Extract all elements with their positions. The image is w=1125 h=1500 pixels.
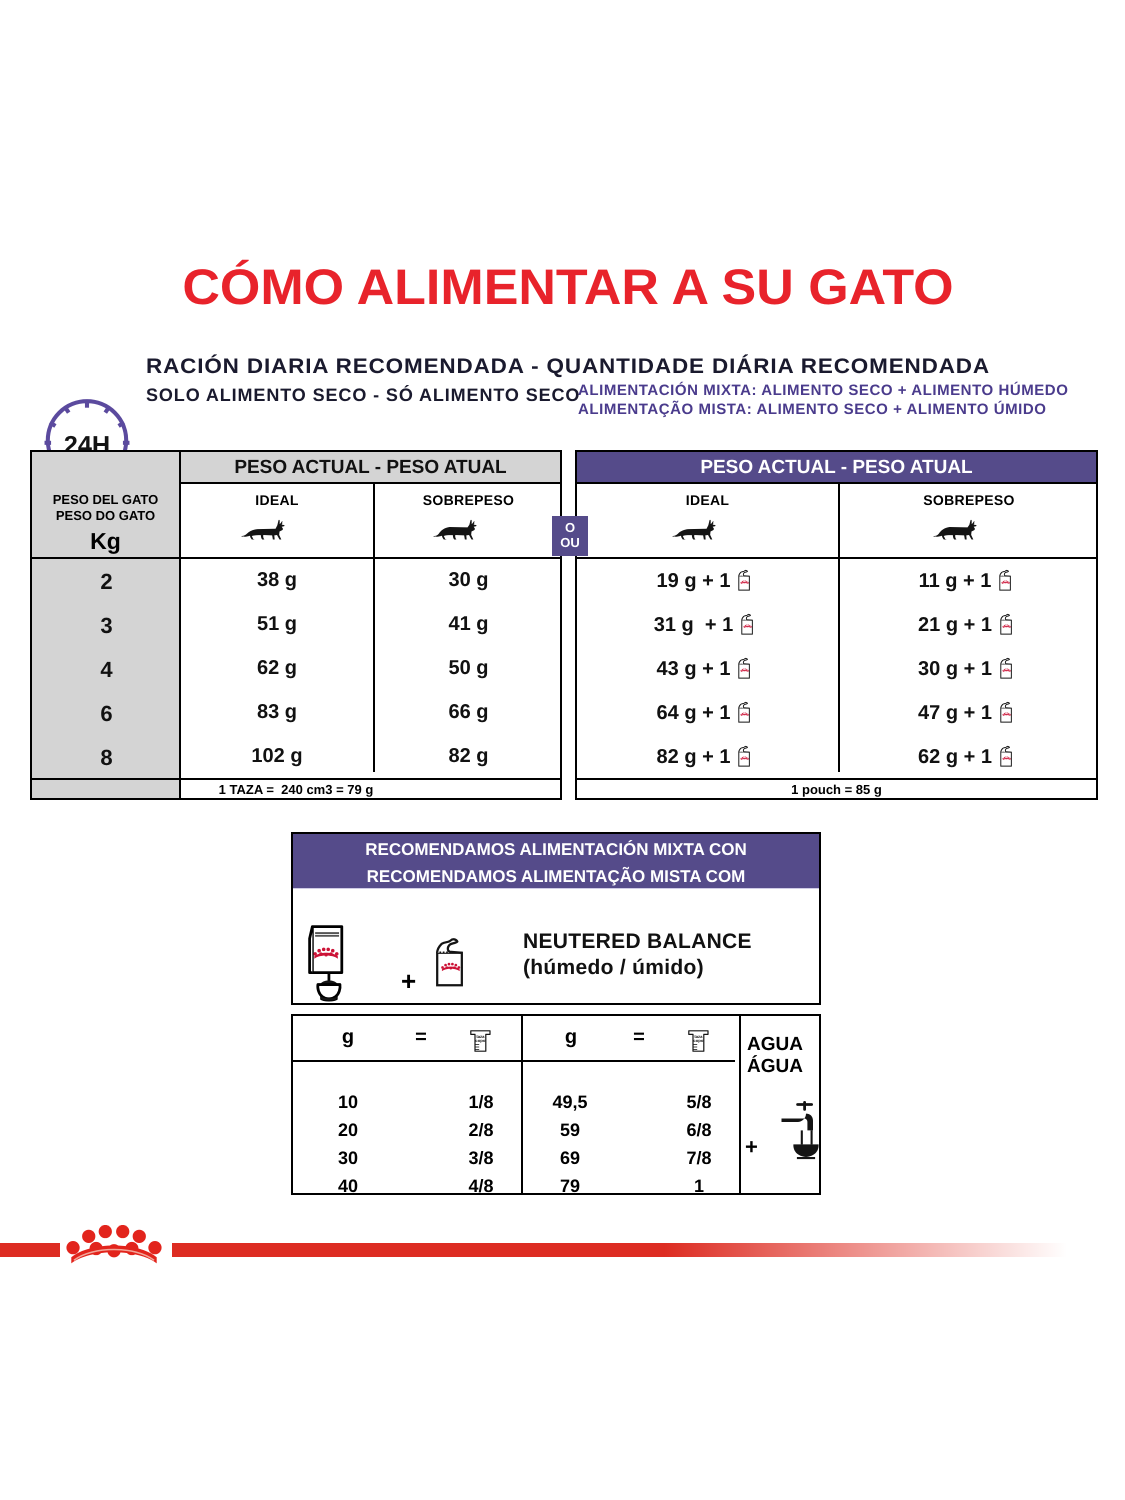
- svg-text:24H: 24H: [64, 431, 110, 450]
